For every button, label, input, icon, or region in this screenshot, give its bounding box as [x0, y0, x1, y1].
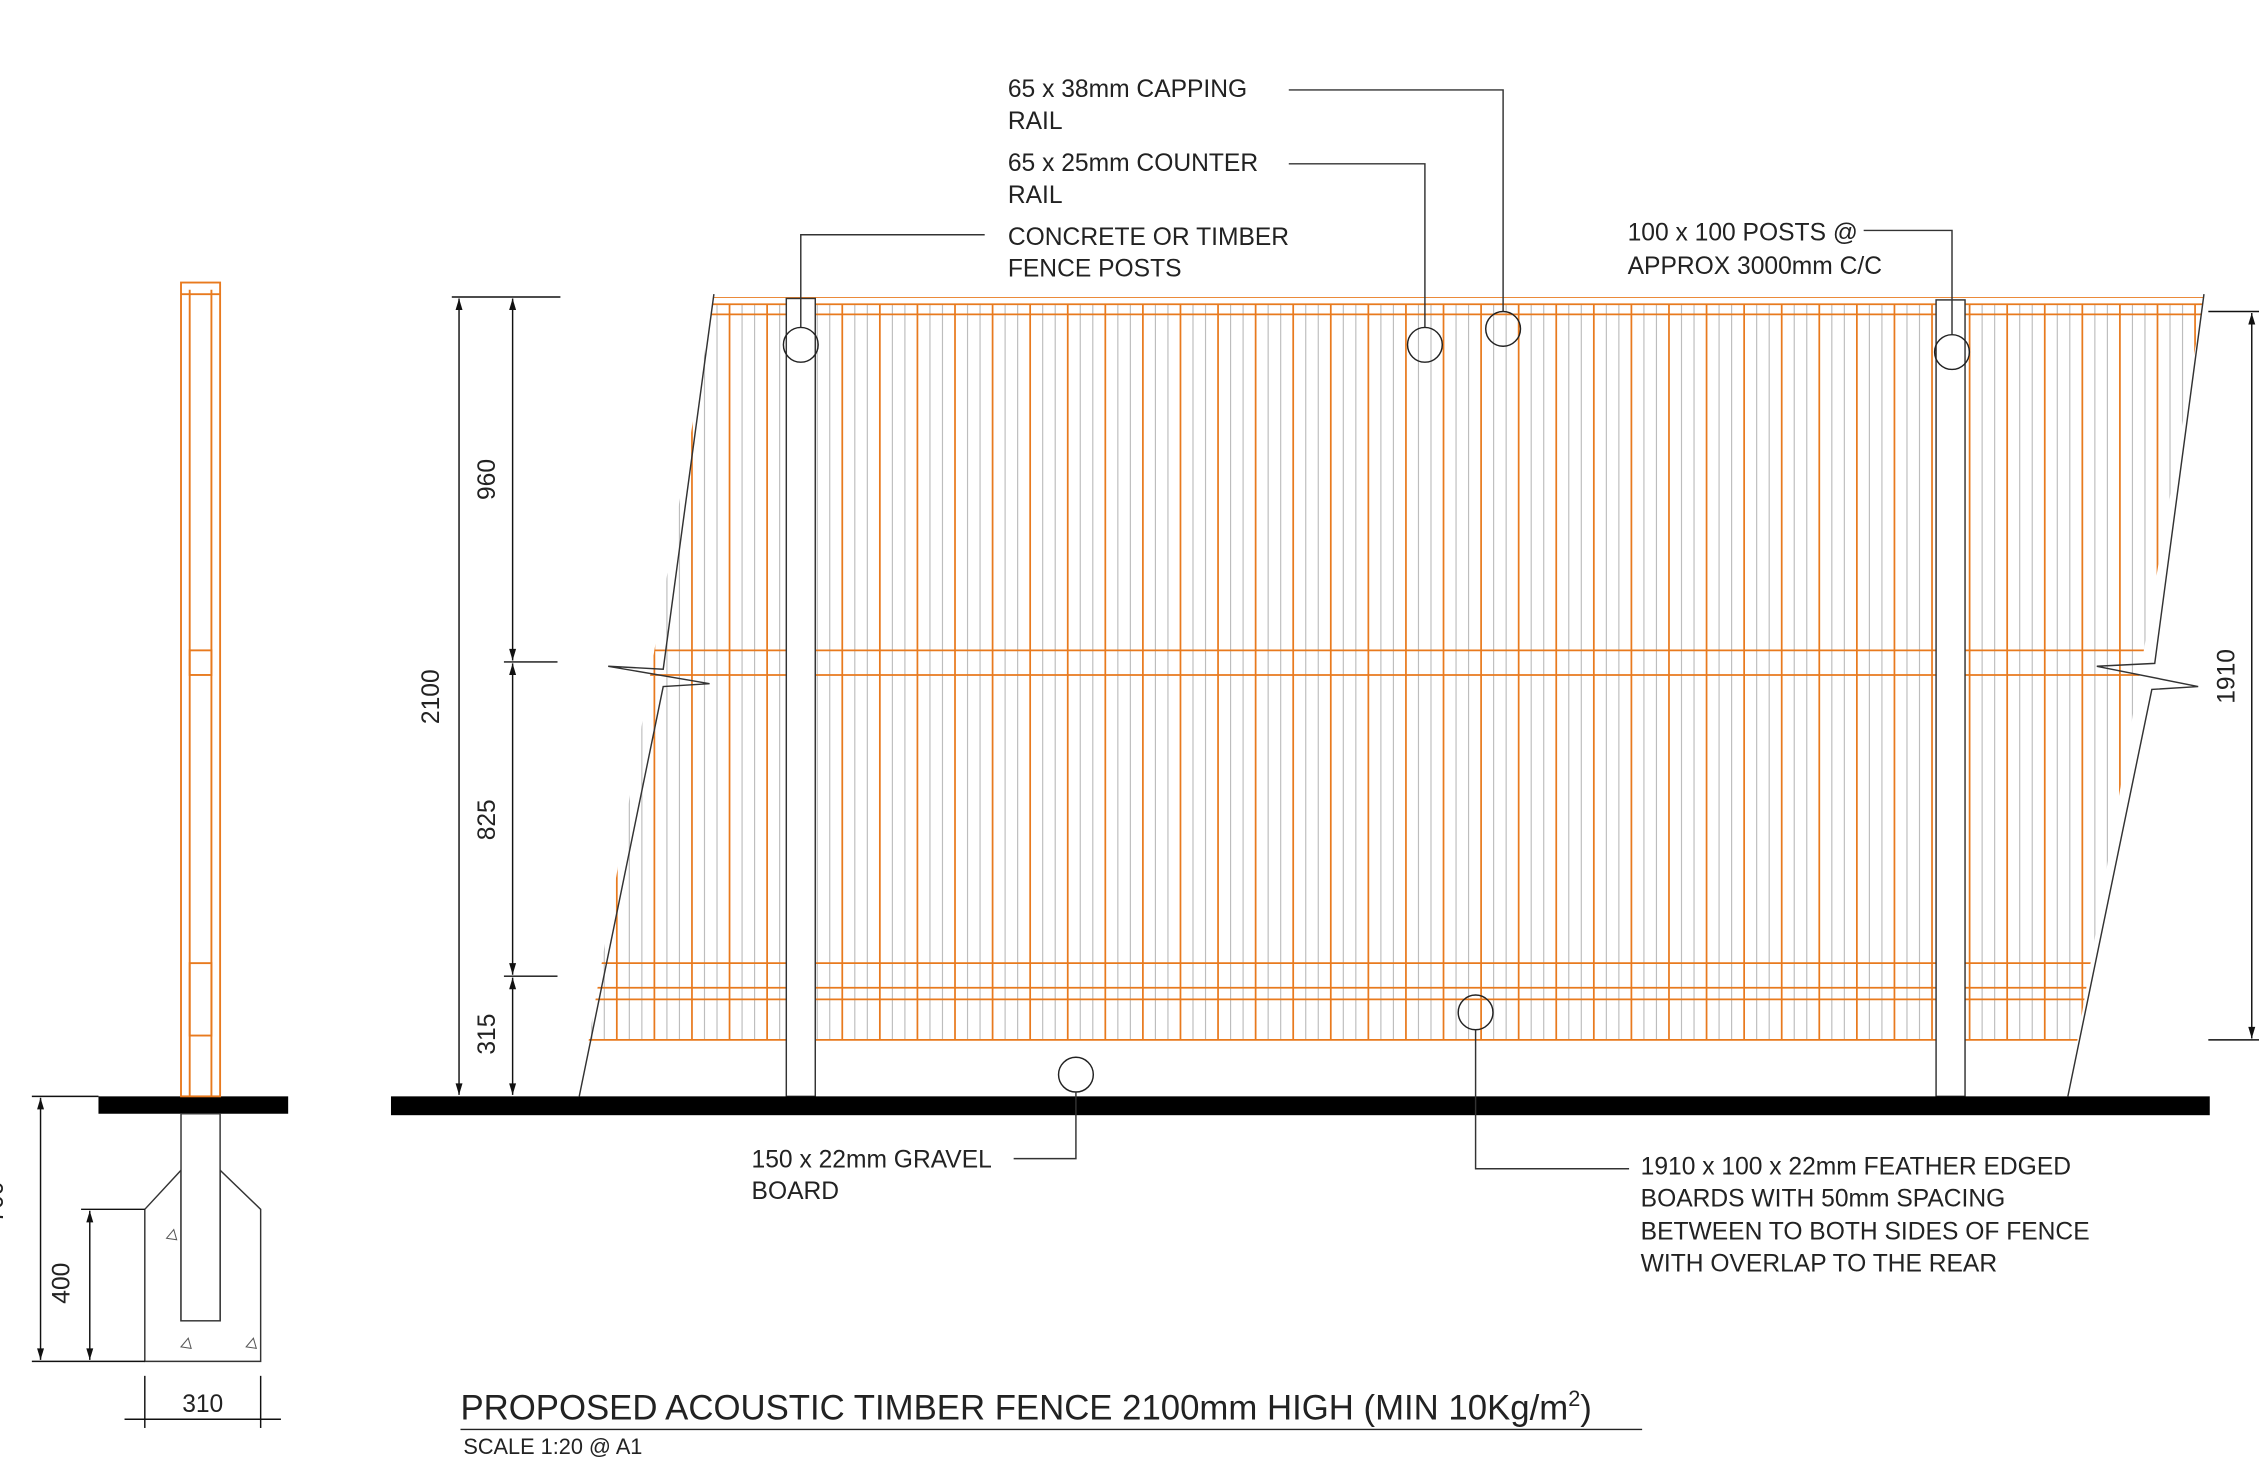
break-line — [578, 294, 715, 1097]
label: APPROX 3000mm C/C — [1628, 253, 1882, 280]
label: BOARDS WITH 50mm SPACING — [1641, 1185, 2006, 1212]
embedded-post — [180, 1113, 221, 1322]
callout-circle — [1057, 1056, 1095, 1093]
label: WITH OVERLAP TO THE REAR — [1641, 1251, 1997, 1278]
label: 100 x 100 POSTS @ — [1628, 220, 1858, 247]
dimension-text: 2100 — [418, 669, 445, 724]
concrete-hatch — [165, 1228, 258, 1349]
post — [1935, 299, 1966, 1098]
post — [785, 297, 816, 1098]
section-view: 700 400 310 — [0, 281, 281, 1428]
ground — [98, 1096, 289, 1114]
title-close: ) — [1580, 1389, 1592, 1427]
dimension-text: 825 — [474, 799, 501, 840]
section-rail — [188, 962, 213, 1037]
label: RAIL — [1008, 182, 1063, 209]
section-rail — [188, 649, 213, 676]
leader — [800, 234, 985, 328]
leader — [1013, 1092, 1077, 1160]
dimension-text: 310 — [182, 1391, 223, 1418]
title-main: PROPOSED ACOUSTIC TIMBER FENCE 2100mm HI… — [460, 1389, 1568, 1427]
label: 150 x 22mm GRAVEL — [752, 1146, 992, 1173]
leader — [1474, 1029, 1630, 1170]
break-line — [2067, 294, 2205, 1097]
leader — [1288, 163, 1426, 328]
leader — [1863, 229, 1953, 335]
dimension-text: 700 — [0, 1182, 9, 1223]
label: 65 x 25mm COUNTER — [1008, 150, 1258, 177]
fence-panel — [579, 297, 2204, 1041]
dimension-text: 400 — [49, 1263, 76, 1304]
dimension-text: 960 — [474, 459, 501, 500]
ground — [390, 1096, 2210, 1116]
title: PROPOSED ACOUSTIC TIMBER FENCE 2100mm HI… — [460, 1386, 1591, 1427]
label: FENCE POSTS — [1008, 256, 1182, 283]
dimension-text: 315 — [474, 1014, 501, 1055]
label: 65 x 38mm CAPPING — [1008, 76, 1247, 103]
label: BETWEEN TO BOTH SIDES OF FENCE — [1641, 1219, 2090, 1246]
label: 1910 x 100 x 22mm FEATHER EDGED — [1641, 1154, 2071, 1181]
label: RAIL — [1008, 108, 1063, 135]
leader — [1288, 89, 1504, 312]
callout-circle — [1406, 326, 1444, 363]
scale: SCALE 1:20 @ A1 — [463, 1434, 642, 1459]
section-post — [180, 281, 222, 1098]
dimension-text: 1910 — [2213, 649, 2240, 704]
callout-circle — [1485, 310, 1522, 347]
label: CONCRETE OR TIMBER — [1008, 224, 1289, 251]
title-superscript: 2 — [1568, 1386, 1580, 1411]
label: BOARD — [752, 1178, 840, 1205]
